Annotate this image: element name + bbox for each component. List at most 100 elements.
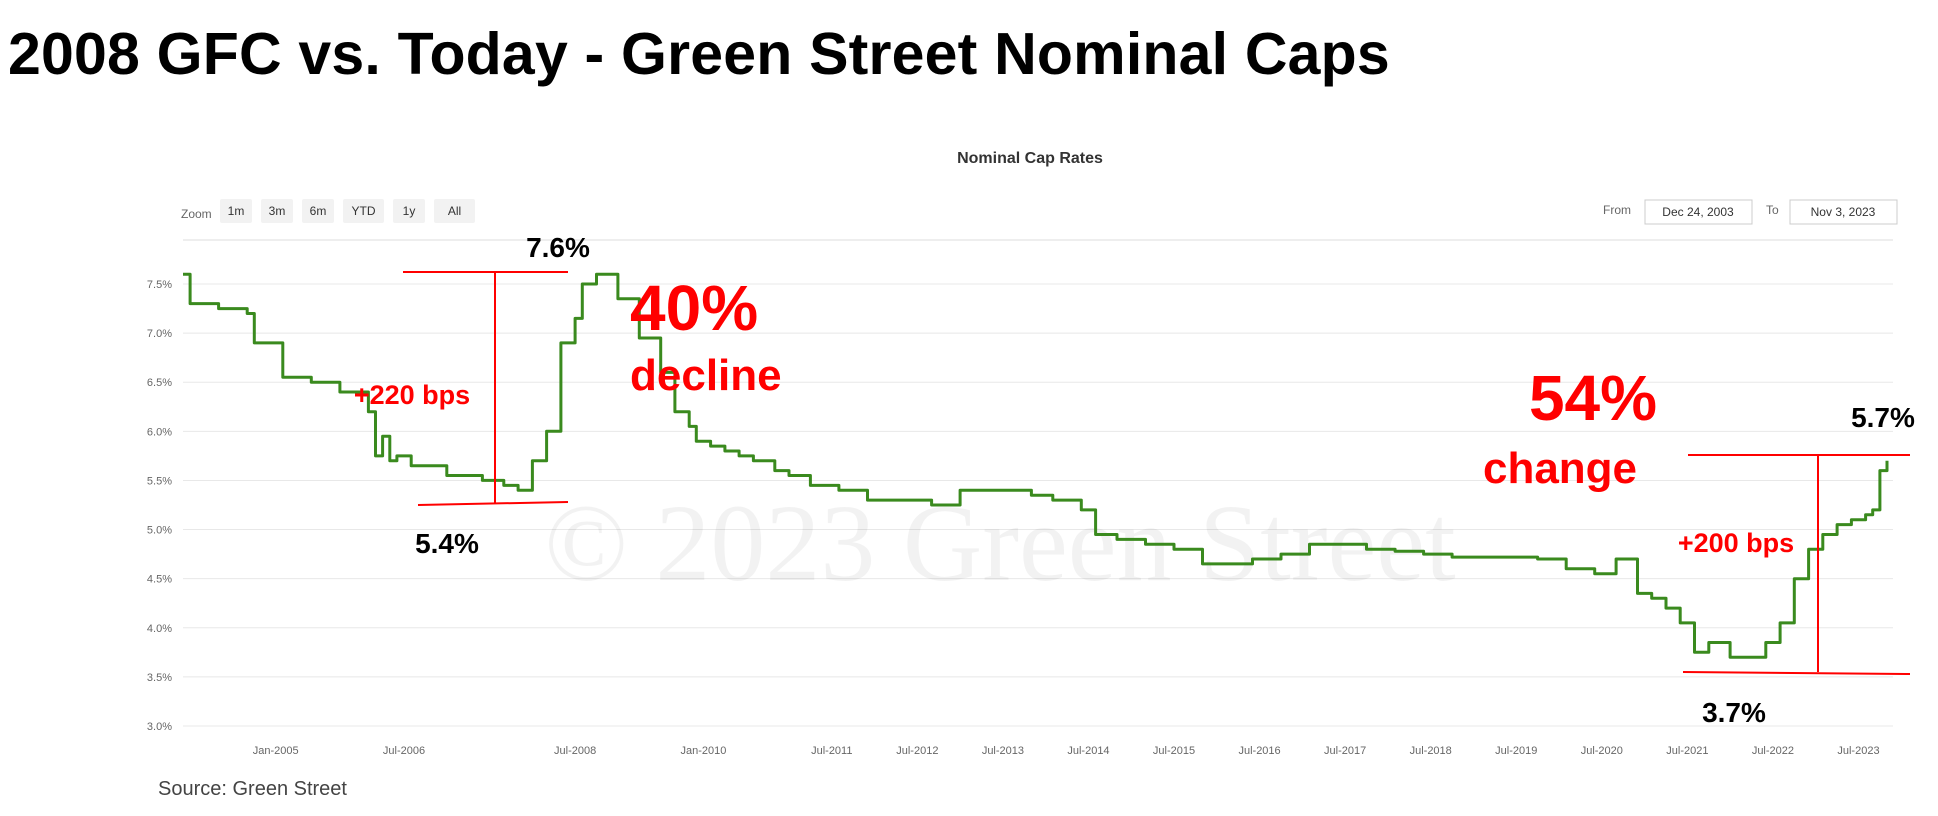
data-point <box>688 425 691 428</box>
data-point <box>1886 459 1889 462</box>
data-point <box>695 440 698 443</box>
data-point <box>559 341 562 344</box>
data-point <box>217 307 220 310</box>
zoom-button-bg <box>302 199 334 223</box>
bps-2022-label: +200 bps <box>1678 528 1794 558</box>
zoom-button-ytd[interactable]: YTD <box>343 199 384 223</box>
data-point <box>545 430 548 433</box>
data-point <box>1394 550 1397 553</box>
trough-2007-marker-line <box>417 501 569 506</box>
cap-rate-series-line <box>183 272 1889 659</box>
zoom-button-label: 6m <box>310 204 327 218</box>
data-point <box>1508 556 1511 559</box>
data-point <box>1279 553 1282 556</box>
data-point <box>1115 538 1118 541</box>
data-point <box>1779 621 1782 624</box>
x-tick-label: Jul-2021 <box>1666 745 1708 757</box>
data-point <box>1422 553 1425 556</box>
data-point <box>723 449 726 452</box>
zoom-button-3m[interactable]: 3m <box>261 199 293 223</box>
y-axis-tick-labels: 3.0% 3.5% 4.0% 4.5% 5.0% 5.5% 6.0% 6.5% 7.0% 7.5% <box>147 279 172 733</box>
data-point <box>1615 558 1618 561</box>
data-point <box>837 489 840 492</box>
zoom-button-1m[interactable]: 1m <box>220 199 252 223</box>
data-point <box>1222 562 1225 565</box>
x-tick-label: Jul-2011 <box>811 745 852 757</box>
zoom-button-bg <box>434 199 475 223</box>
decline-word-label: decline <box>630 351 782 400</box>
zoom-button-1y[interactable]: 1y <box>393 199 425 223</box>
data-point <box>1337 543 1340 546</box>
zoom-button-6m[interactable]: 6m <box>302 199 334 223</box>
from-date-input[interactable] <box>1644 199 1753 225</box>
data-point <box>281 376 284 379</box>
y-tick-label: 5.0% <box>147 525 172 537</box>
zoom-button-all[interactable]: All <box>434 199 475 223</box>
y-tick-label: 4.0% <box>147 623 172 635</box>
decline-pct-label: 40% <box>630 272 758 344</box>
data-point <box>531 459 534 462</box>
data-point <box>1536 558 1539 561</box>
data-point <box>1451 556 1454 559</box>
x-tick-label: Jul-2022 <box>1752 745 1794 757</box>
watermark: © 2023 Green Street <box>544 482 1455 604</box>
chart-title: Nominal Cap Rates <box>957 150 1103 167</box>
y-tick-label: 7.5% <box>147 279 172 291</box>
data-point <box>410 464 413 467</box>
data-point <box>1750 656 1753 659</box>
zoom-button-label: YTD <box>352 204 376 218</box>
zoom-button-group: 1m 3m 6m YTD 1y All <box>220 199 475 223</box>
y-tick-label: 6.0% <box>147 426 172 438</box>
zoom-button-bg <box>343 199 384 223</box>
data-point <box>1693 651 1696 654</box>
trough-2022-label: 3.7% <box>1702 697 1766 728</box>
zoom-button-label: All <box>448 204 461 218</box>
data-point <box>1850 518 1853 521</box>
bps-2008-label: +220 bps <box>354 380 470 410</box>
data-point <box>381 435 384 438</box>
data-point <box>481 479 484 482</box>
data-point <box>338 391 341 394</box>
y-tick-label: 5.5% <box>147 475 172 487</box>
data-point <box>1051 499 1054 502</box>
data-point <box>374 454 377 457</box>
to-date-value: Nov 3, 2023 <box>1811 205 1876 219</box>
data-point <box>253 341 256 344</box>
data-point <box>502 484 505 487</box>
y-tick-label: 4.5% <box>147 574 172 586</box>
data-point <box>1679 621 1682 624</box>
from-label: From <box>1603 203 1631 217</box>
x-tick-label: Jul-2012 <box>896 745 938 757</box>
data-point <box>1144 543 1147 546</box>
data-point <box>809 484 812 487</box>
data-point <box>1636 592 1639 595</box>
trough-2022-marker-line <box>1682 671 1911 675</box>
to-date-input[interactable] <box>1789 199 1898 225</box>
x-tick-label: Jul-2018 <box>1410 745 1452 757</box>
data-point <box>1878 469 1881 472</box>
data-point <box>609 273 612 276</box>
data-point <box>752 459 755 462</box>
x-tick-label: Jan-2005 <box>253 745 299 757</box>
zoom-button-label: 1m <box>228 204 245 218</box>
zoom-button-bg <box>220 199 252 223</box>
x-tick-label: Jul-2013 <box>982 745 1024 757</box>
data-point <box>574 317 577 320</box>
data-point <box>673 410 676 413</box>
page-title: 2008 GFC vs. Today - Green Street Nomina… <box>8 21 1390 87</box>
data-point <box>1807 548 1810 551</box>
data-point <box>1565 567 1568 570</box>
data-point <box>1729 656 1732 659</box>
x-tick-label: Jan-2010 <box>681 745 727 757</box>
data-point <box>709 445 712 448</box>
data-point <box>189 302 192 305</box>
zoom-button-bg <box>393 199 425 223</box>
data-point <box>1871 508 1874 511</box>
data-point <box>1707 641 1710 644</box>
data-point <box>1764 641 1767 644</box>
change-pct-label: 54% <box>1529 362 1657 434</box>
data-point <box>930 504 933 507</box>
from-date-value: Dec 24, 2003 <box>1662 205 1734 219</box>
data-point <box>388 459 391 462</box>
data-point <box>445 474 448 477</box>
